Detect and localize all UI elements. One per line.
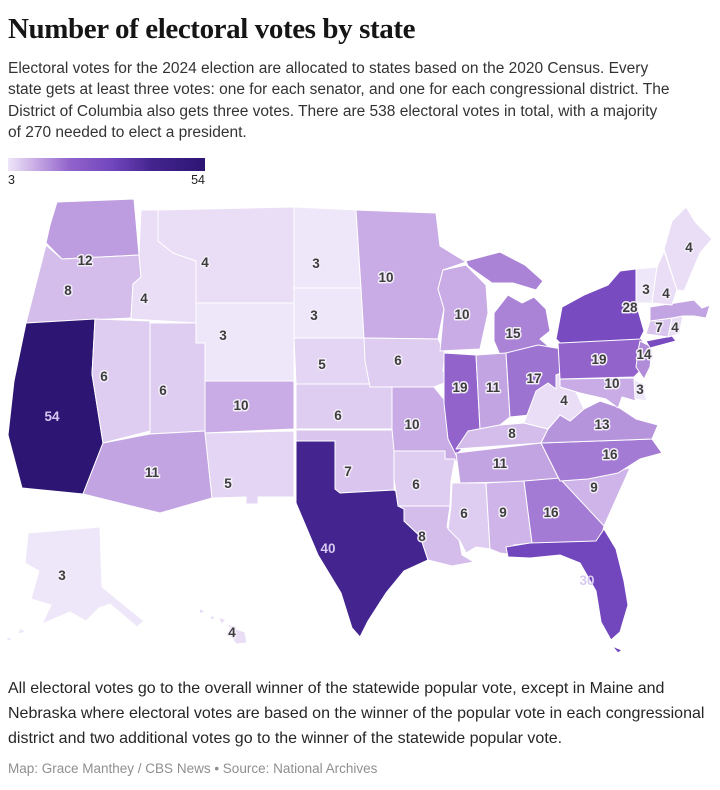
state-label-fl: 30 [579,573,594,588]
state-label-al: 9 [499,505,507,520]
state-texas [295,440,429,638]
state-label-mi: 15 [505,326,521,341]
state-label-oh: 17 [526,371,541,386]
state-label-il: 19 [452,380,467,395]
state-arizona [82,430,213,514]
state-california [7,318,104,495]
legend-gradient-bar [8,157,205,171]
state-label-ne: 5 [318,357,326,372]
color-legend: 3 54 [8,157,710,187]
state-label-ms: 6 [460,506,468,521]
state-label-mt: 4 [201,255,209,270]
state-label-wy: 3 [219,328,227,343]
state-label-az: 11 [145,465,160,480]
state-label-in: 11 [486,380,501,395]
credit-line: Map: Grace Manthey / CBS News • Source: … [8,760,378,776]
state-label-la: 8 [418,529,426,544]
state-colorado [204,380,295,434]
state-label-mn: 10 [378,270,393,285]
state-kansas [295,383,395,430]
state-iowa [363,337,450,388]
state-label-co: 10 [233,398,248,413]
state-label-wa: 12 [77,253,92,268]
state-label-de: 3 [636,382,644,397]
state-label-vt: 3 [642,282,650,297]
state-label-sc: 9 [590,480,598,495]
state-nevada [91,318,151,444]
us-choropleth-map: 1285464436101153356740106106810191511178… [5,198,713,654]
state-label-ct: 7 [655,320,663,335]
state-south-dakota [293,287,365,339]
state-north-dakota [293,206,362,289]
state-label-ok: 7 [344,464,352,479]
state-washington [45,198,140,260]
page-title: Number of electoral votes by state [8,13,416,45]
footnote-text: All electoral votes go to the overall wi… [8,679,705,747]
state-delaware [633,378,648,402]
legend-labels: 3 54 [8,173,205,187]
state-label-me: 4 [685,240,693,255]
state-label-ar: 6 [412,477,420,492]
state-label-ga: 16 [543,505,559,520]
state-massachusetts [649,299,711,322]
state-label-ri: 4 [671,320,679,335]
legend-max-label: 54 [191,172,205,187]
state-alaska [5,526,145,642]
state-label-wv: 4 [560,393,568,408]
state-wisconsin [437,264,489,352]
state-label-sd: 3 [310,308,318,323]
state-label-ks: 6 [334,408,342,423]
state-label-nc: 16 [602,447,618,462]
state-label-tx: 40 [320,541,335,556]
state-north-carolina [540,438,663,482]
state-florida [505,528,629,654]
state-hawaii [198,607,248,645]
state-label-pa: 19 [591,352,606,367]
state-label-nj: 14 [636,347,652,362]
state-wyoming [195,302,295,382]
state-label-ak: 3 [58,568,66,583]
state-label-ca: 54 [44,409,60,424]
state-louisiana [397,505,475,567]
state-label-mo: 10 [404,417,419,432]
state-indiana [475,352,511,430]
state-label-md: 10 [604,376,619,391]
state-new-hampshire [651,250,678,306]
state-new-mexico [204,430,295,505]
state-arkansas [393,450,456,507]
state-label-ut: 6 [159,383,167,398]
state-label-ia: 6 [394,353,402,368]
state-label-or: 8 [64,283,72,298]
state-label-wi: 10 [454,307,469,322]
state-label-ny: 28 [622,300,638,315]
state-label-nm: 5 [224,476,232,491]
state-label-nd: 3 [312,256,320,271]
legend-min-label: 3 [8,172,15,187]
description-text: Electoral votes for the 2024 election ar… [8,59,670,142]
state-label-hi: 4 [228,625,236,640]
state-label-nh: 4 [662,286,670,301]
map-container: 12 8 54 6 4 4 3 6 10 11 5 3 3 5 6 7 40 10 6 10 6 8 10 19 15 11 17 8… [0,191,720,672]
state-label-tn: 11 [493,456,508,471]
state-label-ky: 8 [508,426,516,441]
state-maine [663,206,713,292]
state-label-id: 4 [140,291,148,306]
state-label-nv: 6 [100,369,108,384]
state-label-va: 13 [594,417,610,432]
